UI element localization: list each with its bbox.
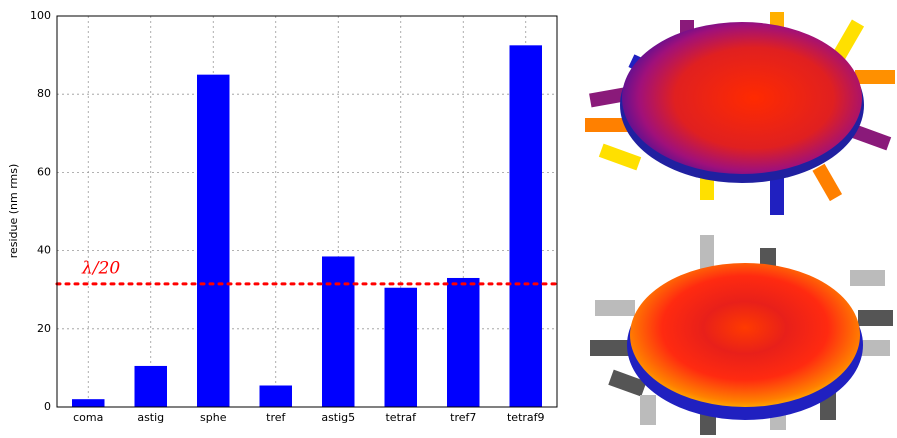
x-tick-label: astig [137, 411, 164, 424]
x-tick-label: tetraf [385, 411, 417, 424]
bar [447, 278, 480, 407]
y-tick-label: 40 [37, 244, 51, 257]
y-tick-label: 100 [30, 9, 51, 22]
plot-frame [57, 16, 557, 407]
y-tick-label: 20 [37, 322, 51, 335]
bar [322, 256, 355, 407]
y-tick-label: 80 [37, 87, 51, 100]
bar [197, 75, 230, 407]
bar [385, 288, 418, 407]
x-tick-label: astig5 [321, 411, 355, 424]
render-top [585, 12, 895, 215]
bar [260, 385, 293, 407]
x-tick-label: coma [73, 411, 103, 424]
x-tick-label: tetraf9 [507, 411, 545, 424]
render-bottom [590, 235, 893, 435]
x-tick-label: tref7 [450, 411, 476, 424]
x-tick-label: sphe [200, 411, 227, 424]
x-tick-label: tref [266, 411, 286, 424]
bar [510, 45, 543, 407]
y-tick-label: 60 [37, 165, 51, 178]
bar [135, 366, 168, 407]
bar [72, 399, 105, 407]
reference-label: λ/20 [81, 258, 120, 278]
chart: residue (nm rms) 0 20 40 60 80 100 coma astig sp… [0, 0, 897, 438]
y-tick-label: 0 [44, 400, 51, 413]
y-axis-label: residue (nm rms) [7, 164, 20, 259]
